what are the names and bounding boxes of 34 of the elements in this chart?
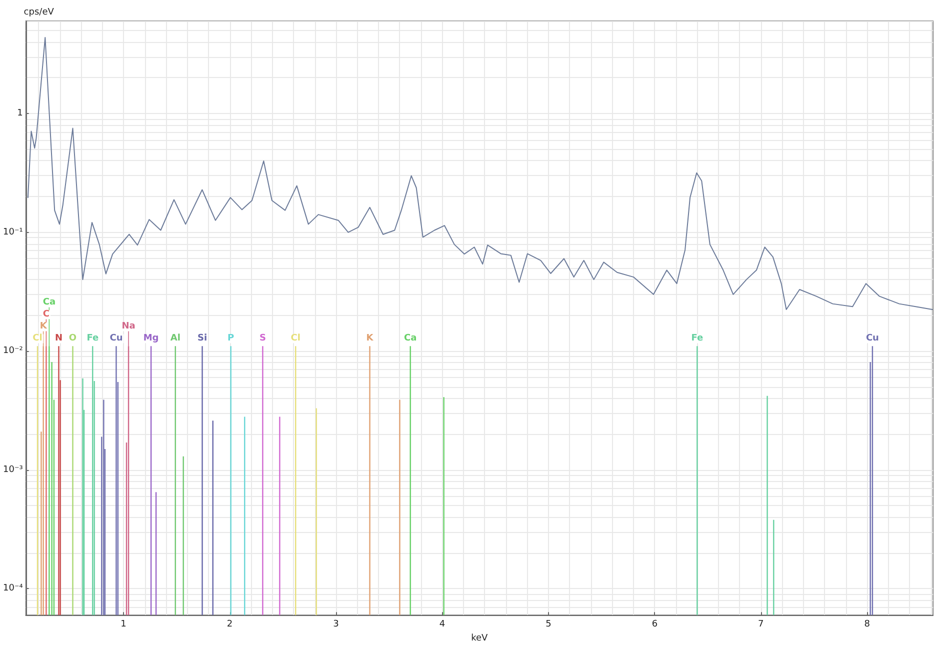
series-label: Si [197,334,208,344]
x-tick-label: 1 [120,620,126,630]
x-tick-label: 2 [226,620,233,630]
y-tick-label: 10⁻³ [3,464,24,475]
series-label: Na [122,322,136,332]
x-tick-label: 6 [652,620,658,630]
series-label: Cu [866,334,879,344]
y-tick-label: 10⁻¹ [3,227,24,238]
series-label: Cl [32,334,42,344]
series-label: Cu [110,334,123,344]
y-tick-label: 1 [17,108,23,118]
y-tick-label: 10⁻⁴ [3,584,24,594]
series-label: P [228,334,235,344]
y-axis-title: cps/eV [24,8,55,18]
x-tick-label: 8 [864,620,870,630]
x-tick-label: 5 [546,620,552,630]
series-label: Ca [404,334,417,344]
x-axis-title: keV [471,634,489,644]
series-label: Cl [290,334,300,344]
x-tick-label: 3 [333,620,339,630]
x-tick-label: 7 [758,620,764,630]
y-tick-label: 10⁻² [3,346,24,356]
series-label: K [40,322,48,332]
x-tick-label: 4 [439,620,446,630]
series-label: N [54,334,63,344]
series-label: K [366,334,374,344]
series-label: Mg [143,334,159,344]
series-label: S [259,334,266,344]
text: Ca [42,298,56,308]
series-label: Fe [86,334,99,344]
series-label: O [68,334,77,344]
series-label: Al [170,334,180,344]
series-label: Fe [691,334,704,344]
text: C [42,310,50,320]
